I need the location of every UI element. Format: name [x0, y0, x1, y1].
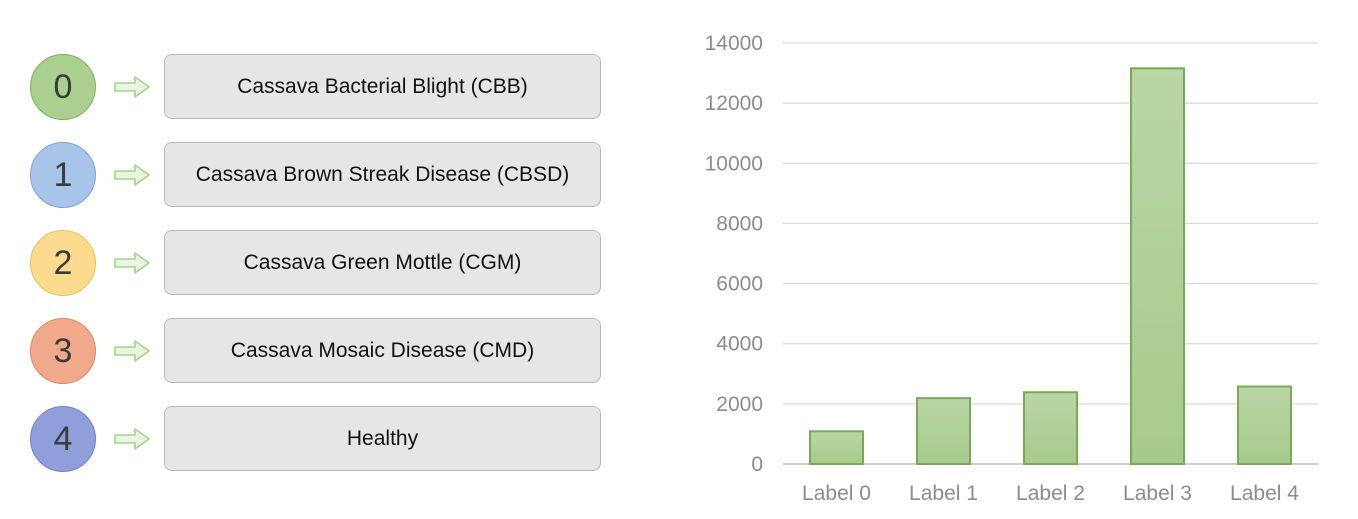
label-number-circle: 0 — [30, 54, 96, 120]
bar-3 — [1130, 67, 1185, 466]
mapping-row-1: 1 Cassava Brown Streak Disease (CBSD) — [0, 142, 640, 208]
bar-0 — [809, 430, 864, 465]
x-tick-label: Label 4 — [1230, 482, 1299, 505]
mapping-row-2: 2 Cassava Green Mottle (CGM) — [0, 230, 640, 296]
bar-1 — [916, 397, 971, 465]
x-tick-label: Label 3 — [1123, 482, 1192, 505]
disease-label-box: Cassava Mosaic Disease (CMD) — [164, 318, 601, 383]
bar-2 — [1023, 391, 1078, 465]
label-number-circle: 3 — [30, 318, 96, 384]
right-arrow-icon — [114, 428, 150, 450]
right-arrow-icon — [114, 164, 150, 186]
y-tick-label: 8000 — [716, 212, 763, 235]
y-tick-label: 14000 — [705, 32, 763, 55]
disease-label-box: Cassava Brown Streak Disease (CBSD) — [164, 142, 601, 207]
disease-label-box: Cassava Bacterial Blight (CBB) — [164, 54, 601, 119]
y-tick-label: 6000 — [716, 273, 763, 296]
y-tick-label: 2000 — [716, 393, 763, 416]
x-tick-label: Label 2 — [1016, 482, 1085, 505]
y-tick-label: 12000 — [705, 92, 763, 115]
right-arrow-icon — [114, 252, 150, 274]
mapping-row-4: 4 Healthy — [0, 406, 640, 472]
y-tick-label: 10000 — [705, 152, 763, 175]
x-tick-label: Label 1 — [909, 482, 978, 505]
disease-label-box: Cassava Green Mottle (CGM) — [164, 230, 601, 295]
bar-4 — [1237, 385, 1292, 465]
y-axis-ticks: 0 2000 4000 6000 8000 10000 12000 14000 — [705, 32, 763, 476]
y-tick-label: 4000 — [716, 333, 763, 356]
mapping-row-3: 3 Cassava Mosaic Disease (CMD) — [0, 318, 640, 384]
disease-label-box: Healthy — [164, 406, 601, 471]
mapping-row-0: 0 Cassava Bacterial Blight (CBB) — [0, 54, 640, 120]
label-number-circle: 4 — [30, 406, 96, 472]
right-arrow-icon — [114, 340, 150, 362]
bars — [809, 67, 1292, 466]
gridlines — [783, 42, 1318, 465]
x-tick-label: Label 0 — [802, 482, 871, 505]
y-tick-label: 0 — [751, 453, 763, 476]
label-number-circle: 1 — [30, 142, 96, 208]
label-number-circle: 2 — [30, 230, 96, 296]
right-arrow-icon — [114, 76, 150, 98]
x-axis-ticks: Label 0 Label 1 Label 2 Label 3 Label 4 — [802, 482, 1299, 505]
